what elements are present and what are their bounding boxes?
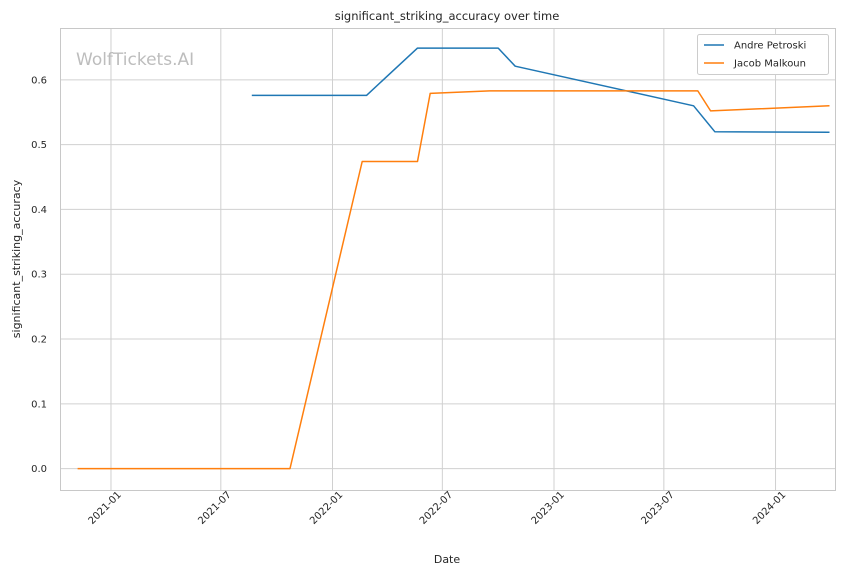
- x-tick-label: 2022-01: [308, 490, 345, 527]
- legend-box: [697, 34, 829, 75]
- x-tick-label: 2021-07: [196, 490, 233, 527]
- legend-label-1: Andre Petroski: [734, 41, 806, 52]
- grid-layer: [60, 28, 835, 490]
- plot-frame: [60, 28, 836, 491]
- y-tick-label: 0.0: [31, 464, 47, 475]
- y-tick-label: 0.6: [31, 75, 47, 86]
- y-tick-label: 0.1: [31, 399, 47, 410]
- watermark: WolfTickets.AI: [76, 50, 194, 70]
- x-tick-label: 2021-01: [87, 490, 124, 527]
- x-tick-label: 2023-07: [639, 490, 676, 527]
- chart-title: significant_striking_accuracy over time: [335, 9, 560, 23]
- legend: Andre Petroski Jacob Malkoun: [697, 34, 829, 75]
- y-tick-label: 0.5: [31, 140, 47, 151]
- series-line-2: [77, 90, 830, 470]
- legend-items: Andre Petroski Jacob Malkoun: [704, 41, 806, 70]
- y-tick-label: 0.4: [31, 205, 47, 216]
- tick-layer: 2021-01 2021-07 2022-01 2022-07 2023-01 2023-…: [31, 75, 788, 527]
- x-axis-label: Date: [434, 553, 461, 566]
- y-tick-label: 0.2: [31, 335, 47, 346]
- y-axis-label: significant_striking_accuracy: [10, 179, 23, 338]
- series-layer: [77, 47, 830, 470]
- y-tick-label: 0.3: [31, 270, 47, 281]
- series-line-1: [251, 47, 830, 134]
- x-tick-label: 2024-01: [751, 490, 788, 527]
- x-tick-label: 2023-01: [530, 490, 567, 527]
- legend-label-2: Jacob Malkoun: [733, 59, 806, 70]
- x-tick-label: 2022-07: [418, 490, 455, 527]
